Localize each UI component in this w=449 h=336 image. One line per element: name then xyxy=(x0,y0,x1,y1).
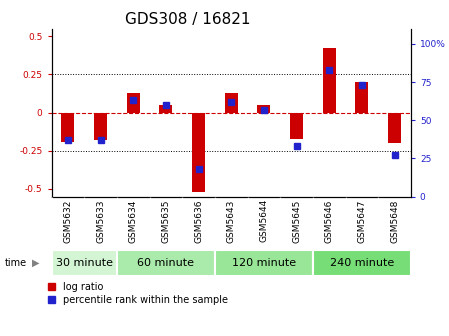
Text: GSM5634: GSM5634 xyxy=(129,199,138,243)
Text: 240 minute: 240 minute xyxy=(330,258,394,268)
Bar xyxy=(159,105,172,113)
Bar xyxy=(94,113,107,140)
Bar xyxy=(192,113,205,192)
Text: GSM5646: GSM5646 xyxy=(325,199,334,243)
Bar xyxy=(355,82,368,113)
Bar xyxy=(323,48,336,113)
FancyBboxPatch shape xyxy=(313,250,411,276)
Text: ▶: ▶ xyxy=(32,258,40,268)
Text: GSM5647: GSM5647 xyxy=(357,199,366,243)
FancyBboxPatch shape xyxy=(215,250,313,276)
FancyBboxPatch shape xyxy=(52,250,117,276)
Bar xyxy=(290,113,303,138)
Text: 30 minute: 30 minute xyxy=(56,258,113,268)
Text: 120 minute: 120 minute xyxy=(232,258,296,268)
Bar xyxy=(224,93,238,113)
Bar xyxy=(62,113,75,141)
Bar xyxy=(127,93,140,113)
Text: time: time xyxy=(4,258,26,268)
Text: GSM5645: GSM5645 xyxy=(292,199,301,243)
Title: GDS308 / 16821: GDS308 / 16821 xyxy=(125,12,251,28)
Text: GSM5643: GSM5643 xyxy=(227,199,236,243)
Text: GSM5636: GSM5636 xyxy=(194,199,203,243)
Text: GSM5648: GSM5648 xyxy=(390,199,399,243)
FancyBboxPatch shape xyxy=(117,250,215,276)
Text: GSM5632: GSM5632 xyxy=(63,199,72,243)
Bar xyxy=(257,105,270,113)
Legend: log ratio, percentile rank within the sample: log ratio, percentile rank within the sa… xyxy=(48,282,228,305)
Bar xyxy=(388,113,401,143)
Text: GSM5633: GSM5633 xyxy=(96,199,105,243)
Text: 60 minute: 60 minute xyxy=(137,258,194,268)
Text: GSM5635: GSM5635 xyxy=(162,199,171,243)
Text: GSM5644: GSM5644 xyxy=(260,199,269,242)
